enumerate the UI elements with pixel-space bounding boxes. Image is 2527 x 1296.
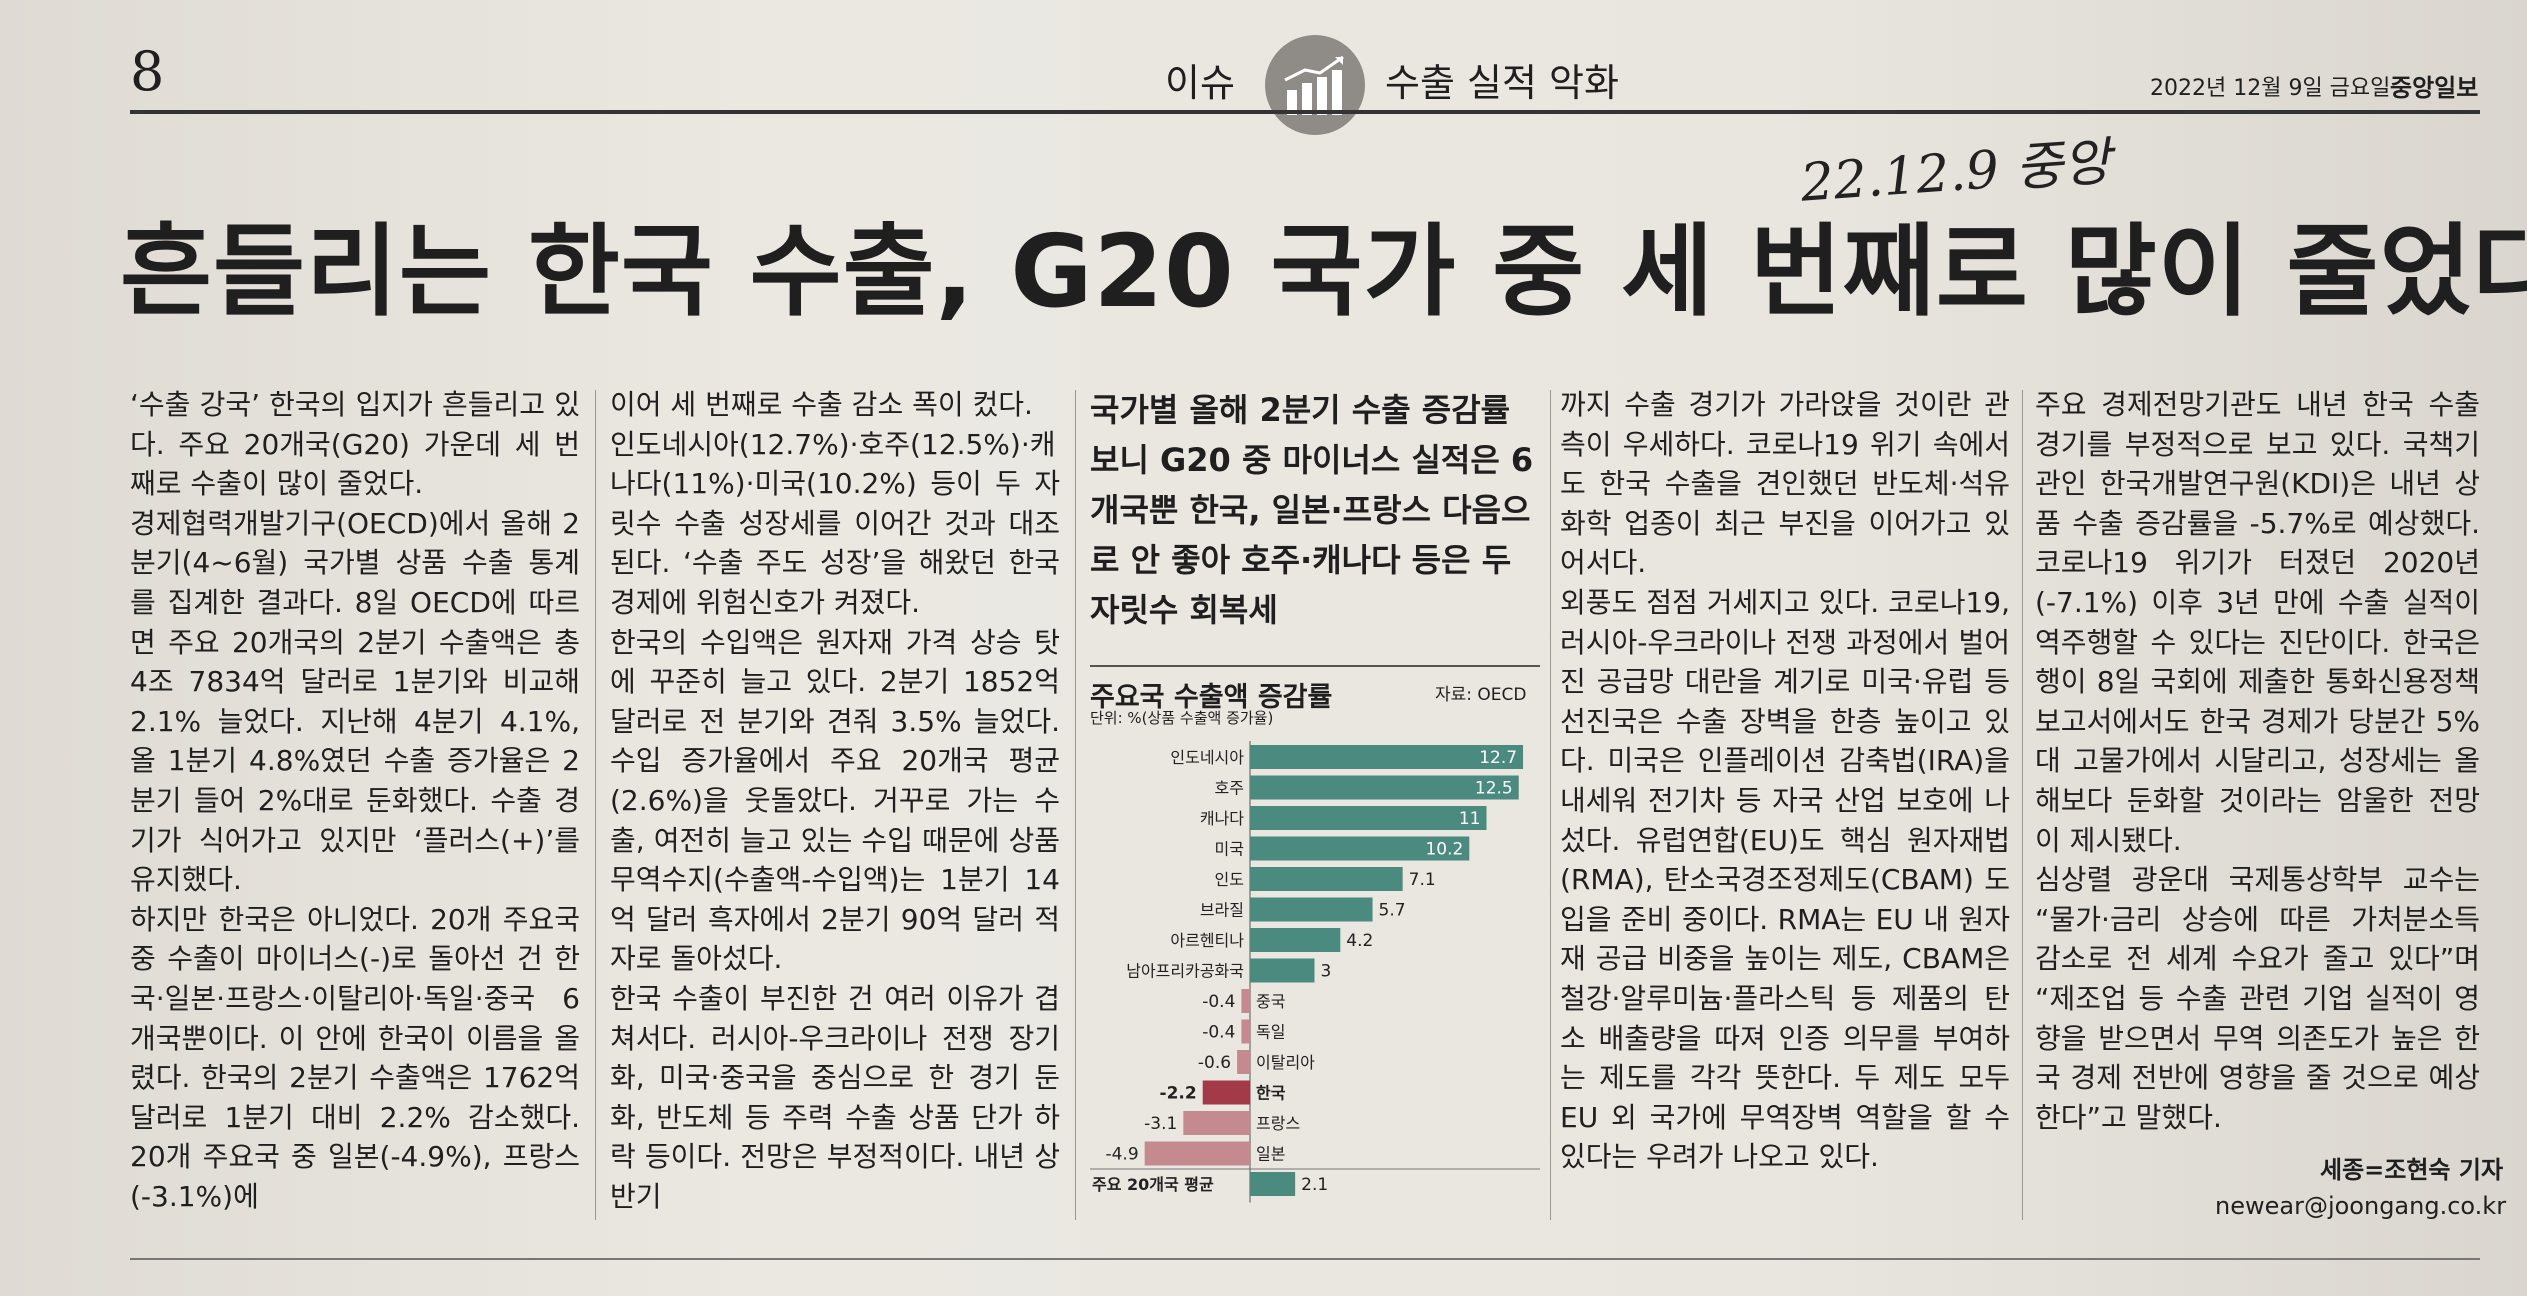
paragraph: 심상렬 광운대 국제통상학부 교수는 “물가·금리 상승에 따른 가처분소득 감… — [2035, 863, 2480, 1134]
chart-value-label: 5.7 — [1379, 901, 1406, 921]
chart-value-label: 12.5 — [1475, 779, 1513, 799]
paragraph: 한국의 수입액은 원자재 가격 상승 탓에 꾸준히 늘고 있다. 2분기 185… — [610, 625, 1060, 976]
chart-value-label: 11 — [1459, 809, 1481, 829]
column-divider — [595, 390, 596, 1220]
chart-value-label: 7.1 — [1409, 870, 1436, 890]
headline: 흔들리는 한국 수출, G20 국가 중 세 번째로 많이 줄었다 — [120, 213, 2527, 330]
paragraph: 주요 경제전망기관도 내년 한국 수출 경기를 부정적으로 보고 있다. 국책기… — [2035, 388, 2480, 857]
footer-rule — [130, 1258, 2480, 1260]
issue-date: 2022년 12월 9일 금요일 — [2150, 76, 2391, 101]
byline: 세종=조현숙 기자 — [2320, 1156, 2504, 1184]
article-column-4: 까지 수출 경기가 가라앉을 것이란 관측이 우세하다. 코로나19 위기 속에… — [1560, 385, 2010, 1177]
article-column-5: 주요 경제전망기관도 내년 한국 수출 경기를 부정적으로 보고 있다. 국책기… — [2035, 385, 2480, 1137]
chart-value-label: -4.9 — [1105, 1145, 1138, 1165]
chart-value-label: 3 — [1321, 962, 1332, 982]
chart-category-label: 호주 — [1215, 779, 1244, 798]
chart-bar — [1250, 1172, 1296, 1196]
section-label: 이슈 — [1165, 61, 1235, 105]
chart-category-label: 인도 — [1215, 870, 1244, 889]
topic-label: 수출 실적 악화 — [1385, 61, 1619, 105]
subheadline: 국가별 올해 2분기 수출 증감률 보니 G20 중 마이너스 실적은 6개국뿐… — [1090, 391, 1534, 629]
chart-bar — [1250, 836, 1470, 861]
chart-value-label: -0.6 — [1198, 1053, 1231, 1073]
paragraph: ‘수출 강국’ 한국의 입지가 흔들리고 있다. 주요 20개국(G20) 가운… — [130, 388, 580, 501]
header-rule — [130, 110, 2480, 114]
chart-value-label: 4.2 — [1346, 931, 1373, 951]
chart-category-label: 독일 — [1256, 1023, 1285, 1042]
chart-title: 주요국 수출액 증감률 — [1090, 682, 1333, 713]
chart-bar — [1250, 745, 1524, 769]
paragraph: 외풍도 점점 거세지고 있다. 코로나19, 러시아-우크라이나 전쟁 과정에서… — [1560, 585, 2010, 1174]
chart-category-label: 주요 20개국 평균 — [1092, 1175, 1214, 1194]
chart-category-label: 브라질 — [1200, 901, 1244, 920]
column-divider — [2022, 390, 2023, 1220]
paragraph: 까지 수출 경기가 가라앉을 것이란 관측이 우세하다. 코로나19 위기 속에… — [1560, 388, 2010, 580]
chart-growth-icon — [1265, 35, 1365, 135]
chart-category-label: 인도네시아 — [1170, 748, 1244, 767]
chart-bar — [1250, 897, 1373, 922]
paragraph: 인도네시아(12.7%)·호주(12.5%)·캐나다(11%)·미국(10.2%… — [610, 427, 1060, 619]
reporter-email: newear@joongang.co.kr — [2215, 1192, 2507, 1220]
chart-category-label: 한국 — [1256, 1084, 1286, 1103]
chart-bar — [1250, 867, 1403, 891]
chart-value-label: -0.4 — [1202, 1023, 1235, 1043]
paragraph: 한국 수출이 부진한 건 여러 이유가 겹쳐서다. 러시아-우크라이나 전쟁 장… — [610, 981, 1060, 1213]
chart-bar — [1241, 989, 1250, 1013]
chart-bar — [1250, 958, 1315, 983]
chart-top-rule — [1090, 665, 1540, 667]
page-number: 8 — [130, 40, 165, 103]
chart-value-label: 2.1 — [1301, 1175, 1328, 1195]
chart-category-label: 캐나다 — [1200, 809, 1244, 828]
chart-category-label: 남아프리카공화국 — [1126, 962, 1244, 981]
chart-bar — [1237, 1050, 1250, 1074]
chart-value-label: -0.4 — [1202, 992, 1235, 1012]
chart-category-label: 중국 — [1256, 992, 1285, 1011]
paragraph: 하지만 한국은 아니었다. 20개 주요국 중 수출이 마이너스(-)로 돌아선… — [130, 902, 580, 1213]
chart-category-label: 아르헨티나 — [1170, 931, 1244, 950]
chart-bar — [1250, 806, 1487, 830]
chart-bar — [1144, 1141, 1250, 1166]
paragraph: 이어 세 번째로 수출 감소 폭이 컸다. — [610, 388, 1033, 421]
chart-bar — [1250, 775, 1519, 800]
chart-category-label: 일본 — [1256, 1145, 1285, 1164]
chart-bar — [1250, 928, 1341, 952]
chart-value-label: -2.2 — [1160, 1084, 1197, 1104]
chart-bar — [1202, 1080, 1250, 1105]
export-growth-chart: 인도네시아 12.7 호주 12.5 캐나다 11 미국 10.2 인도 7.1 브라질 5.7 아르헨… — [1090, 741, 1540, 1203]
chart-source: 자료: OECD — [1435, 685, 1527, 705]
article-column-2: 이어 세 번째로 수출 감소 폭이 컸다. 인도네시아(12.7%)·호주(12… — [610, 385, 1060, 1216]
chart-category-label: 미국 — [1215, 840, 1244, 859]
chart-value-label: 10.2 — [1425, 840, 1463, 860]
chart-category-label: 이탈리아 — [1256, 1053, 1315, 1072]
chart-unit-note: 단위: %(상품 수출액 증가율) — [1090, 709, 1274, 727]
article-column-1: ‘수출 강국’ 한국의 입지가 흔들리고 있다. 주요 20개국(G20) 가운… — [130, 385, 580, 1216]
chart-category-label: 프랑스 — [1256, 1114, 1300, 1133]
newspaper-brand: 중앙일보 — [2390, 74, 2479, 102]
chart-value-label: 12.7 — [1479, 748, 1517, 768]
column-divider — [1075, 390, 1076, 1220]
column-divider — [1550, 390, 1551, 1220]
chart-value-label: -3.1 — [1144, 1114, 1177, 1134]
chart-bar — [1241, 1019, 1250, 1044]
paragraph: 경제협력개발기구(OECD)에서 올해 2분기(4~6월) 국가별 상품 수출 … — [130, 506, 580, 897]
chart-bar — [1183, 1111, 1250, 1135]
